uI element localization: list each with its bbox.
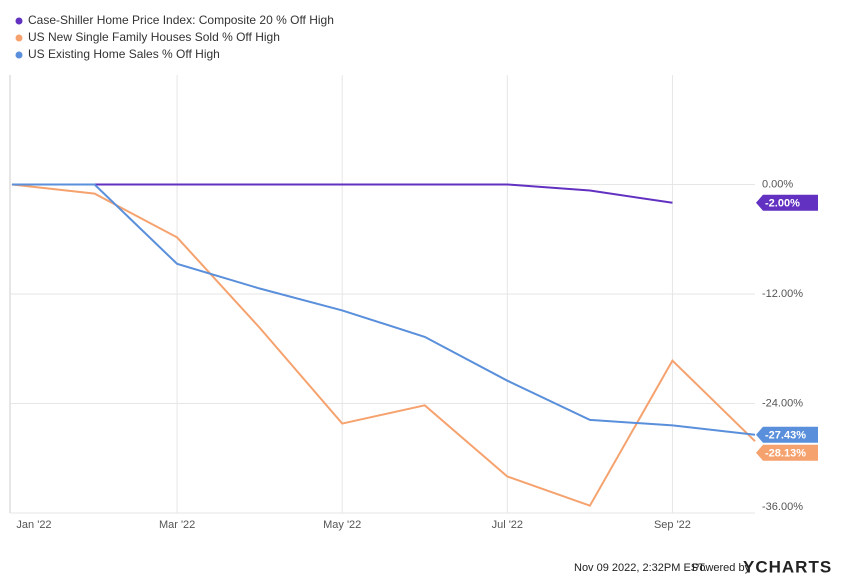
x-tick-label: Jul '22 (492, 519, 523, 531)
y-tick-label: -36.00% (762, 501, 803, 513)
value-tag (756, 444, 818, 461)
y-tick-label: 0.00% (762, 178, 793, 190)
x-tick-label: May '22 (323, 519, 361, 531)
x-tick-label: Jan '22 (16, 519, 51, 531)
x-tick-label: Mar '22 (159, 519, 195, 531)
x-tick-label: Sep '22 (654, 519, 691, 531)
value-label: -27.43% (765, 430, 806, 442)
brand-logo: YCHARTS (743, 557, 832, 576)
series-line (12, 183, 673, 204)
legend-label: US Existing Home Sales % Off High (28, 47, 220, 61)
value-label: -28.13% (765, 448, 806, 460)
series-line (12, 183, 756, 436)
series-line (11, 183, 756, 507)
value-tag (756, 426, 818, 443)
y-tick-label: -24.00% (762, 397, 803, 409)
legend-marker (15, 17, 23, 25)
legend-label: Case-Shiller Home Price Index: Composite… (28, 13, 334, 27)
powered-by: Powered by (692, 562, 751, 574)
legend-label: US New Single Family Houses Sold % Off H… (28, 30, 280, 44)
legend-marker (15, 34, 23, 42)
value-label: -2.00% (765, 198, 800, 210)
timestamp: Nov 09 2022, 2:32PM EST. (574, 562, 707, 574)
y-tick-label: -12.00% (762, 288, 803, 300)
value-tag (756, 194, 818, 211)
legend-marker (15, 51, 23, 59)
